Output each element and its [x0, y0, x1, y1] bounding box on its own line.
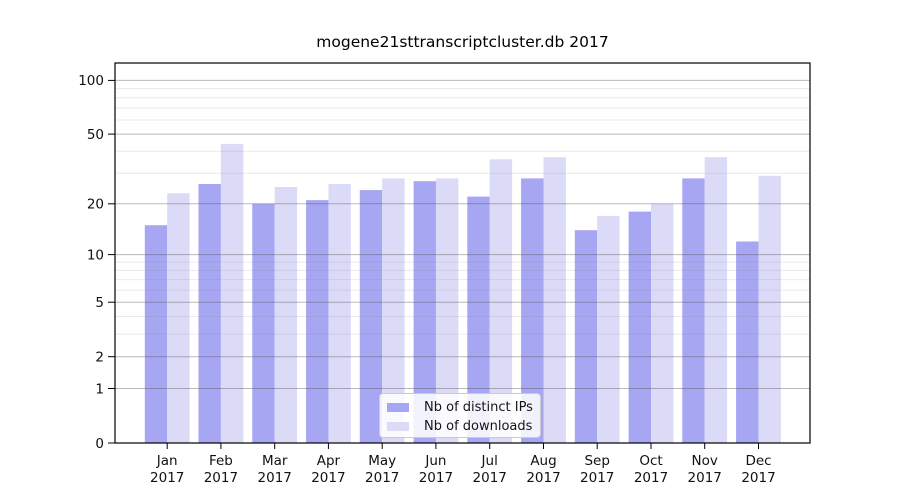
bar-distinct-ips-apr — [306, 200, 329, 443]
bar-distinct-ips-mar — [252, 203, 275, 443]
bar-downloads-nov — [704, 157, 728, 443]
bar-downloads-dec — [758, 175, 781, 444]
xtick-label-year-oct: 2017 — [634, 470, 668, 486]
xtick-label-month-apr: Apr — [317, 453, 341, 469]
bar-downloads-feb — [220, 143, 244, 443]
xtick-label-year-nov: 2017 — [688, 470, 722, 486]
ytick-label-1: 1 — [95, 381, 104, 397]
xtick-label-month-jan: Jan — [156, 453, 178, 469]
bar-distinct-ips-jun — [413, 181, 436, 443]
xtick-label-month-nov: Nov — [692, 453, 718, 469]
xtick-label-year-sep: 2017 — [580, 470, 614, 486]
xtick-label-year-dec: 2017 — [741, 470, 775, 486]
bar-distinct-ips-aug — [521, 178, 544, 443]
ytick-label-2: 2 — [95, 350, 104, 366]
bar-downloads-oct — [651, 203, 674, 443]
bar-downloads-sep — [597, 215, 620, 443]
bar-distinct-ips-oct — [628, 211, 651, 443]
bar-distinct-ips-jul — [467, 196, 490, 443]
xtick-label-year-mar: 2017 — [258, 470, 292, 486]
xtick-label-month-aug: Aug — [530, 453, 556, 469]
xtick-label-year-jun: 2017 — [419, 470, 453, 486]
ytick-label-10: 10 — [87, 247, 104, 263]
xtick-label-year-jan: 2017 — [150, 470, 184, 486]
legend: Nb of distinct IPs Nb of downloads — [379, 393, 541, 438]
ytick-label-50: 50 — [87, 127, 104, 143]
legend-label-downloads: Nb of downloads — [424, 419, 533, 434]
xtick-label-year-apr: 2017 — [311, 470, 345, 486]
xtick-label-month-jun: Jun — [424, 453, 446, 469]
bar-distinct-ips-dec — [736, 241, 759, 443]
bar-distinct-ips-may — [359, 190, 383, 443]
xtick-label-year-jul: 2017 — [473, 470, 507, 486]
xtick-label-year-feb: 2017 — [204, 470, 238, 486]
xtick-label-year-aug: 2017 — [526, 470, 560, 486]
xtick-label-month-oct: Oct — [639, 453, 662, 469]
xtick-label-year-may: 2017 — [365, 470, 399, 486]
xtick-label-month-dec: Dec — [745, 453, 771, 469]
bar-downloads-apr — [328, 184, 351, 443]
ytick-label-100: 100 — [78, 73, 104, 89]
chart-title: mogene21sttranscriptcluster.db 2017 — [316, 33, 609, 51]
bar-downloads-jun — [435, 178, 459, 443]
ytick-label-20: 20 — [87, 197, 104, 213]
xtick-label-month-feb: Feb — [209, 453, 233, 469]
bar-distinct-ips-nov — [682, 178, 705, 443]
xtick-label-month-mar: Mar — [262, 453, 288, 469]
bar-distinct-ips-sep — [574, 230, 598, 443]
bar-downloads-jan — [167, 193, 190, 443]
legend-item-downloads: Nb of downloads — [387, 417, 540, 436]
bar-downloads-may — [382, 178, 405, 443]
legend-label-distinct-ips: Nb of distinct IPs — [424, 400, 533, 415]
plot-frame — [114, 62, 811, 444]
legend-swatch-downloads — [387, 422, 409, 431]
bar-distinct-ips-jan — [144, 225, 168, 443]
legend-item-distinct-ips: Nb of distinct IPs — [387, 398, 540, 417]
ytick-label-5: 5 — [95, 295, 104, 311]
legend-swatch-distinct-ips — [387, 403, 409, 412]
xtick-label-month-may: May — [368, 453, 396, 469]
xtick-label-month-sep: Sep — [584, 453, 609, 469]
bar-downloads-mar — [274, 187, 298, 443]
bar-downloads-jul — [489, 159, 513, 444]
xtick-label-month-jul: Jul — [481, 453, 498, 469]
bar-downloads-aug — [543, 157, 566, 443]
bar-distinct-ips-feb — [198, 184, 221, 443]
ytick-label-0: 0 — [95, 436, 104, 452]
